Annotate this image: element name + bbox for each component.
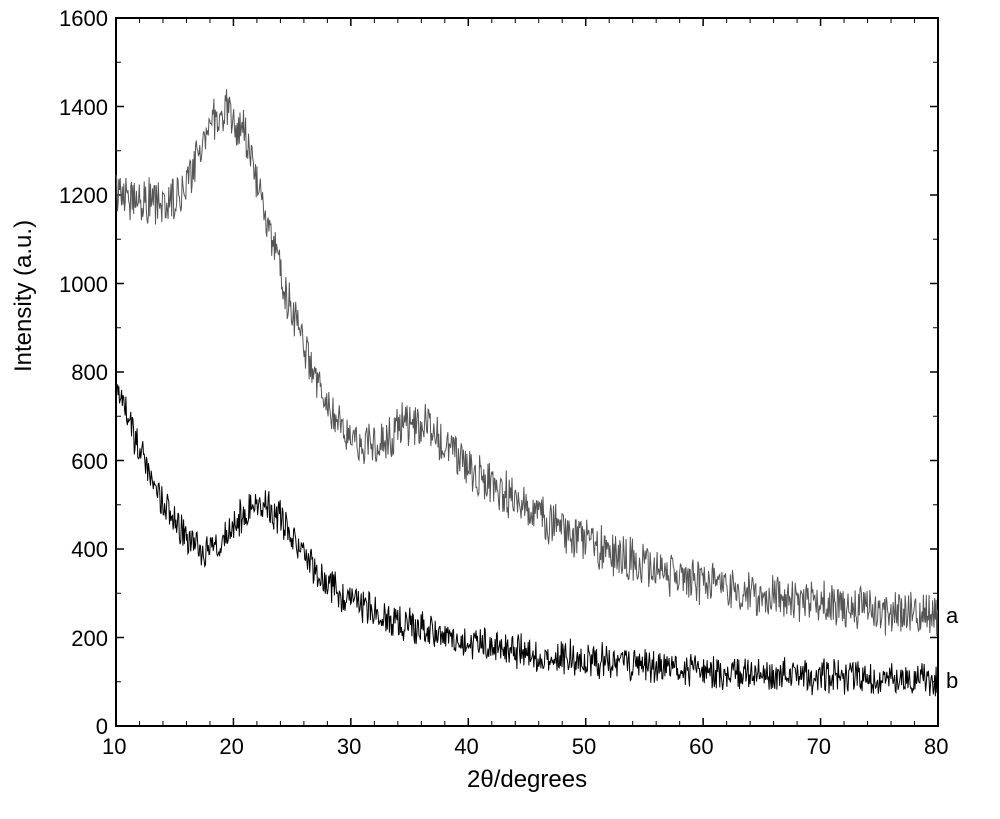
xrd-chart: 1020304050607080020040060080010001200140… xyxy=(0,0,1000,814)
y-tick-label: 800 xyxy=(71,360,108,386)
x-tick-label: 70 xyxy=(807,734,831,760)
y-tick-label: 200 xyxy=(71,626,108,652)
y-axis-label: Intensity (a.u.) xyxy=(10,220,38,372)
x-tick-label: 20 xyxy=(219,734,243,760)
chart-svg xyxy=(0,0,1000,814)
series-label-a: a xyxy=(946,603,958,629)
y-tick-label: 1000 xyxy=(59,272,108,298)
y-tick-label: 600 xyxy=(71,449,108,475)
y-tick-label: 1200 xyxy=(59,183,108,209)
x-tick-label: 50 xyxy=(572,734,596,760)
series-label-b: b xyxy=(946,668,958,694)
x-tick-label: 80 xyxy=(924,734,948,760)
x-tick-label: 40 xyxy=(454,734,478,760)
y-tick-label: 400 xyxy=(71,537,108,563)
y-tick-label: 1400 xyxy=(59,95,108,121)
x-tick-label: 60 xyxy=(689,734,713,760)
x-tick-label: 30 xyxy=(337,734,361,760)
y-tick-label: 0 xyxy=(96,714,108,740)
x-axis-label: 2θ/degrees xyxy=(467,766,587,794)
y-tick-label: 1600 xyxy=(59,6,108,32)
